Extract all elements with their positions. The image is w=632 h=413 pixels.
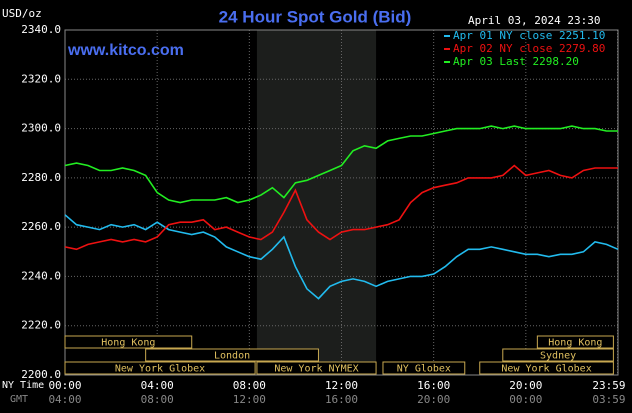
y-tick-label: 2320.0 xyxy=(21,72,61,85)
session-bar xyxy=(64,361,256,375)
x2-tick-label: 20:00 xyxy=(417,393,450,406)
x-tick-label: 20:00 xyxy=(509,379,542,392)
session-label: New York Globex xyxy=(501,364,591,375)
x-axis-label: NY Time xyxy=(2,380,44,391)
session-label: Hong Kong xyxy=(548,338,602,349)
x2-tick-label: 16:00 xyxy=(325,393,358,406)
x2-tick-label: 00:00 xyxy=(509,393,542,406)
timestamp: April 03, 2024 23:30 xyxy=(468,14,600,27)
session-bar xyxy=(64,335,193,349)
x-tick-label: 23:59 xyxy=(592,379,625,392)
session-label: London xyxy=(214,351,250,362)
series-line xyxy=(64,125,618,204)
legend-label: Apr 02 NY close 2279.80 xyxy=(453,42,605,55)
session-label: New York NYMEX xyxy=(274,364,358,375)
x-tick-label: 12:00 xyxy=(325,379,358,392)
x-tick-label: 08:00 xyxy=(233,379,266,392)
x2-tick-label: 04:00 xyxy=(48,393,81,406)
legend-label: Apr 03 Last 2298.20 xyxy=(453,55,579,68)
session-bar xyxy=(479,361,614,375)
session-label: NY Globex xyxy=(397,364,451,375)
series-line xyxy=(64,214,619,300)
y-tick-label: 2280.0 xyxy=(21,171,61,184)
x2-tick-label: 03:59 xyxy=(592,393,625,406)
x2-axis-label: GMT xyxy=(10,394,28,405)
session-label: Hong Kong xyxy=(101,338,155,349)
session-bar xyxy=(382,361,466,375)
y-tick-label: 2300.0 xyxy=(21,122,61,135)
series-line xyxy=(64,164,618,251)
session-bar xyxy=(536,335,614,349)
x-tick-label: 04:00 xyxy=(141,379,174,392)
y-axis-label: USD/oz xyxy=(2,7,42,20)
x2-tick-label: 12:00 xyxy=(233,393,266,406)
x-tick-label: 00:00 xyxy=(48,379,81,392)
legend-label: Apr 01 NY close 2251.10 xyxy=(453,29,605,42)
x-tick-label: 16:00 xyxy=(417,379,450,392)
session-bar xyxy=(256,361,377,375)
session-label: Sydney xyxy=(540,351,576,362)
y-tick-label: 2220.0 xyxy=(21,319,61,332)
y-tick-label: 2260.0 xyxy=(21,220,61,233)
chart-title: 24 Hour Spot Gold (Bid) xyxy=(219,7,412,26)
session-bar xyxy=(145,348,319,362)
site-url: www.kitco.com xyxy=(67,42,184,59)
y-tick-label: 2240.0 xyxy=(21,269,61,282)
x2-tick-label: 08:00 xyxy=(141,393,174,406)
session-label: New York Globex xyxy=(115,364,205,375)
plot-frame xyxy=(64,29,619,376)
session-shade xyxy=(256,30,377,375)
y-tick-label: 2200.0 xyxy=(21,368,61,381)
session-bar xyxy=(502,348,614,362)
y-tick-label: 2340.0 xyxy=(21,23,61,36)
